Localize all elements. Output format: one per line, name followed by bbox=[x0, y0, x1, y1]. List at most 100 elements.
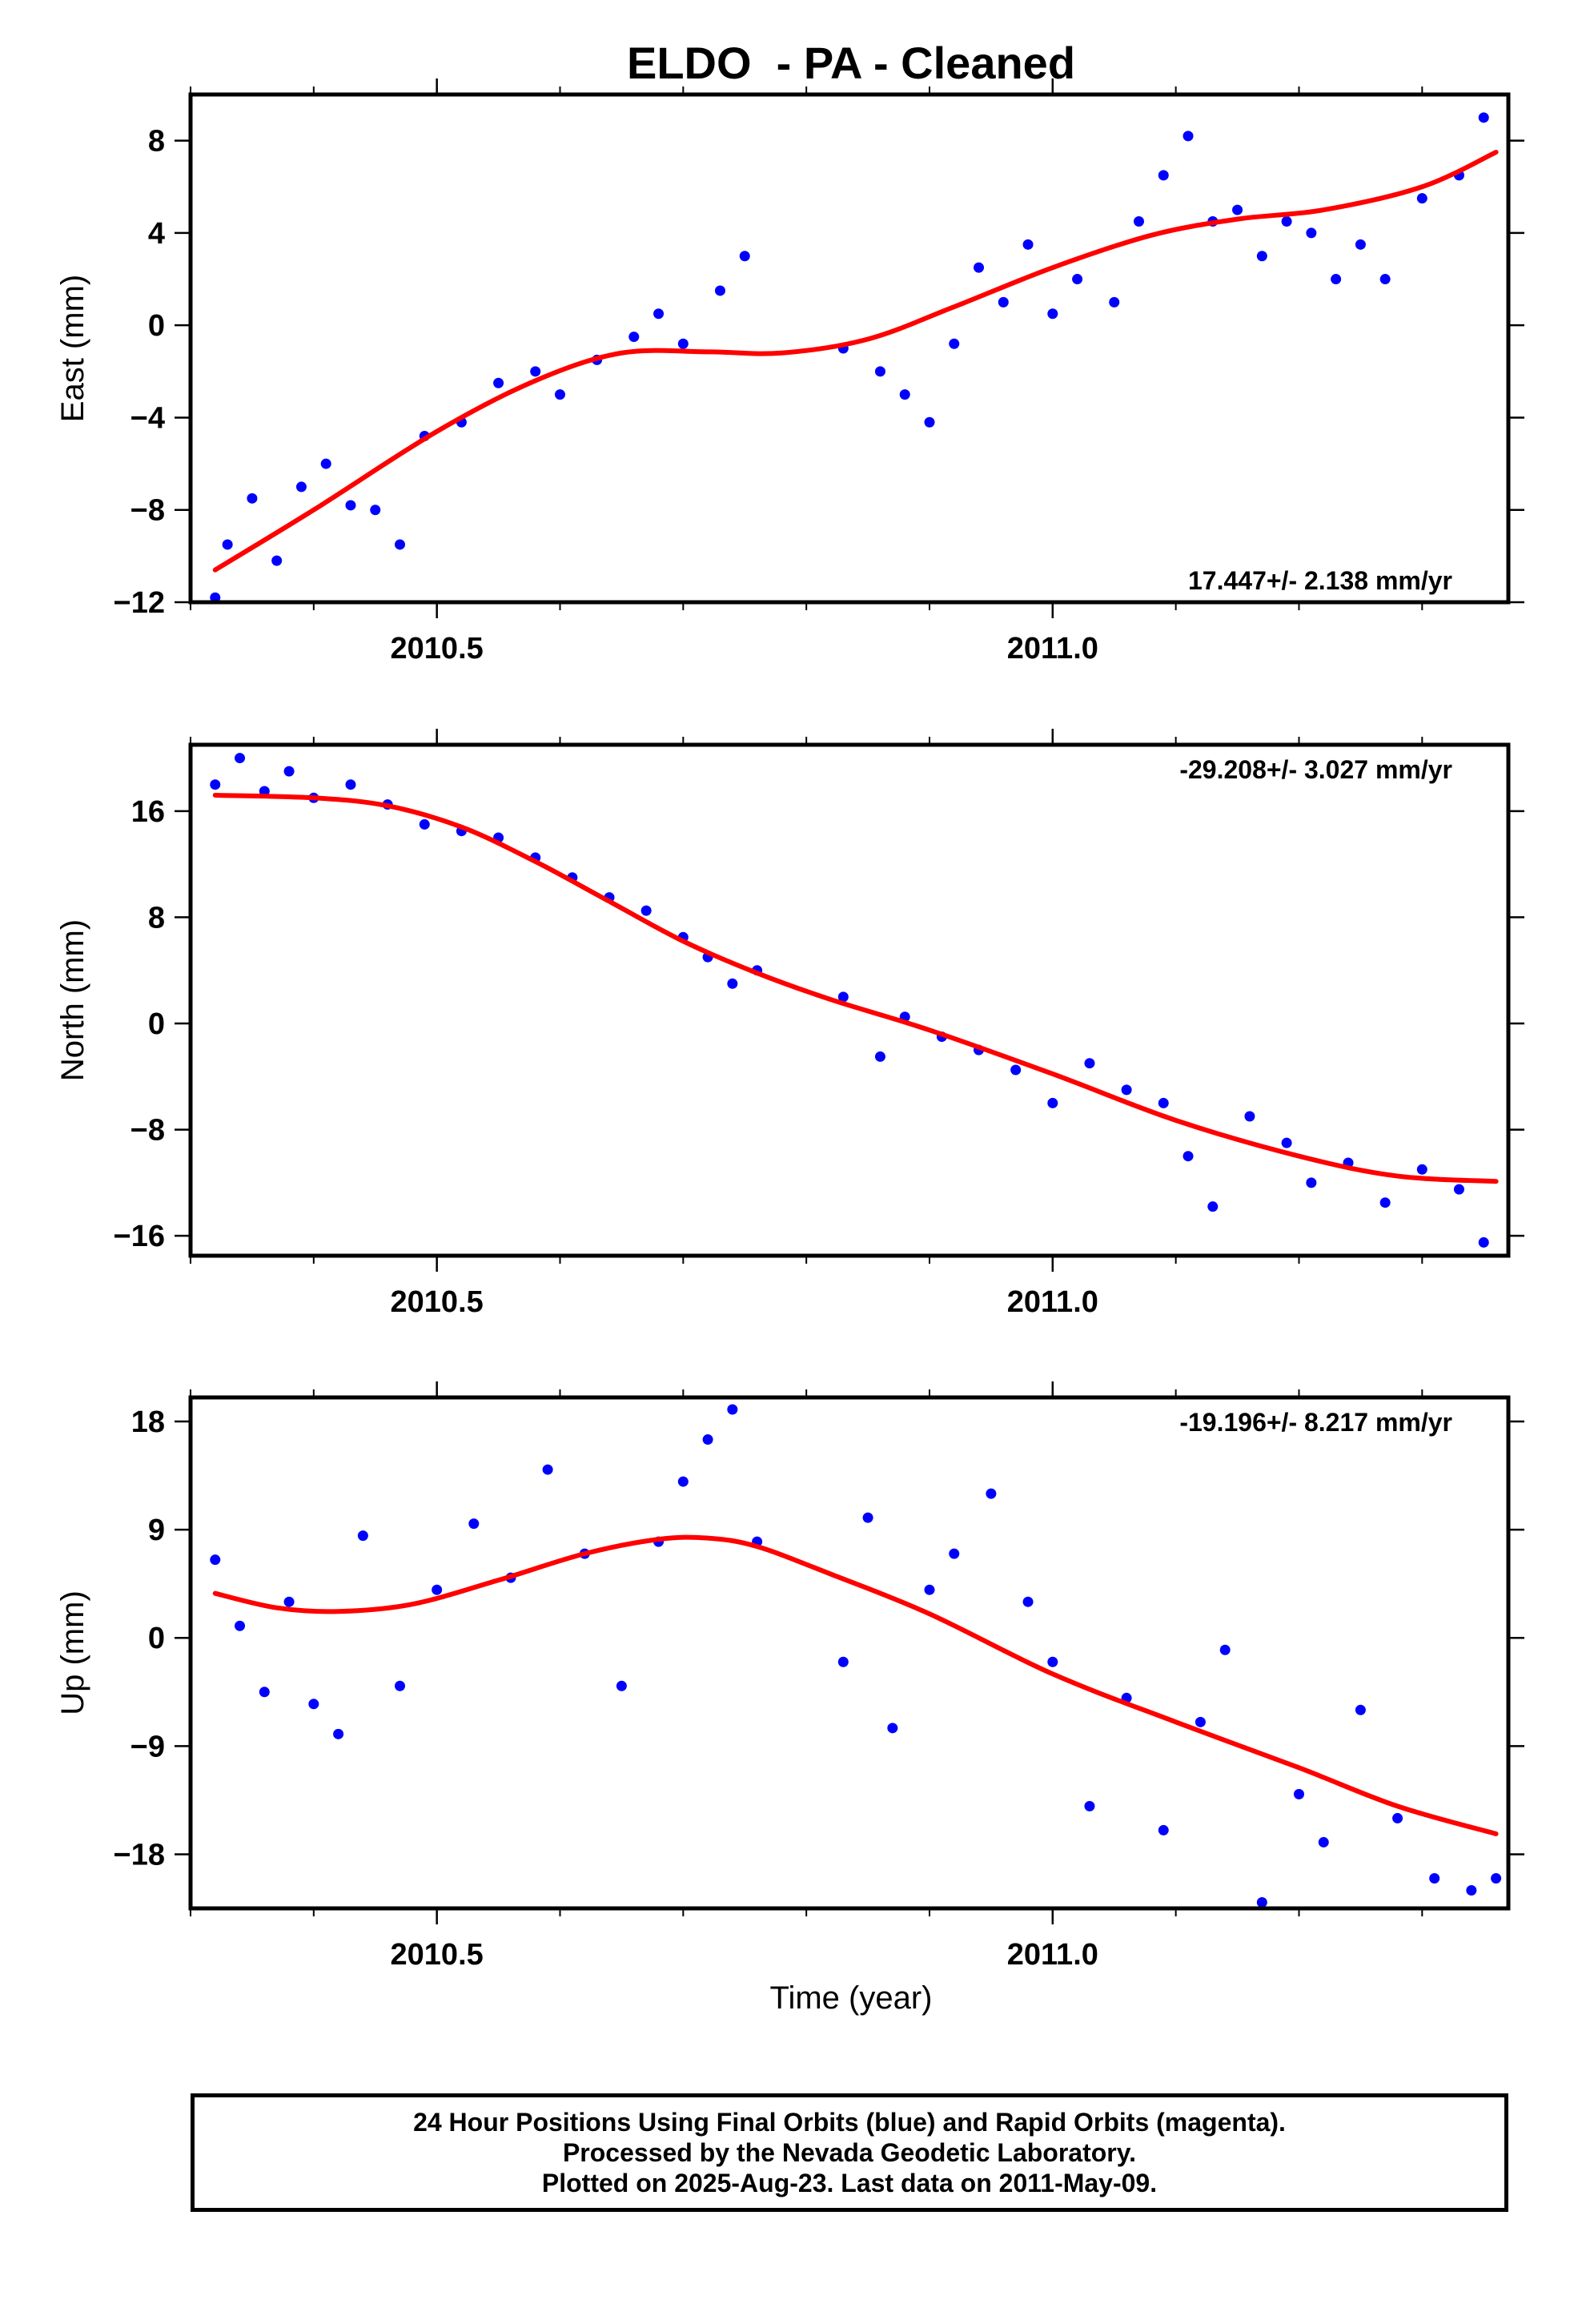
panel-2-data-point bbox=[283, 766, 295, 777]
panel-2-data-point bbox=[210, 779, 221, 790]
panel-2-data-point bbox=[727, 978, 738, 989]
panel-2-data-point bbox=[1158, 1097, 1169, 1108]
panel-1-data-point bbox=[295, 481, 307, 493]
panel-1-data-point bbox=[1331, 274, 1342, 285]
panel-1-y-tick-label: 0 bbox=[148, 309, 165, 343]
panel-1-data-point bbox=[1109, 296, 1120, 308]
panel-1-data-point bbox=[345, 500, 356, 511]
panel-1-data-point bbox=[493, 377, 504, 388]
panel-3-data-point bbox=[862, 1512, 873, 1523]
caption-line-2: Processed by the Nevada Geodetic Laborat… bbox=[562, 2138, 1137, 2167]
panel-1-y-tick-label: −8 bbox=[130, 494, 165, 528]
panel-2-data-point bbox=[1478, 1236, 1489, 1248]
panel-1-data-point bbox=[739, 251, 750, 262]
panel-1-data-point bbox=[370, 505, 381, 516]
panel-2-x-tick-label: 2011.0 bbox=[1007, 1285, 1098, 1319]
panel-3-data-point bbox=[283, 1596, 295, 1607]
figure-title: ELDO - PA - Cleaned bbox=[627, 38, 1075, 88]
panel-1-frame bbox=[188, 92, 1511, 605]
panel-1-data-point bbox=[1047, 308, 1058, 320]
panel-1-data-point bbox=[714, 285, 725, 296]
caption-line-1: 24 Hour Positions Using Final Orbits (bl… bbox=[413, 2108, 1286, 2137]
panel-3-data-point bbox=[1022, 1596, 1034, 1607]
caption-line-3: Plotted on 2025-Aug-23. Last data on 201… bbox=[541, 2169, 1158, 2197]
panel-2-data-point bbox=[235, 753, 246, 764]
panel-3-y-tick-label: 9 bbox=[148, 1514, 165, 1547]
panel-2-y-tick-label: 8 bbox=[148, 901, 165, 935]
panel-3-data-point bbox=[677, 1476, 689, 1487]
panel-3-data-point bbox=[235, 1620, 246, 1631]
panel-1-data-point bbox=[320, 458, 331, 469]
panel-3-data-point bbox=[1084, 1800, 1095, 1811]
panel-2-y-tick-label: 0 bbox=[148, 1007, 165, 1041]
panel-2-y-axis-label: North (mm) bbox=[55, 919, 90, 1081]
panel-3-data-point bbox=[1318, 1836, 1329, 1848]
panel-3-data-point bbox=[1392, 1812, 1403, 1823]
panel-1-data-point bbox=[1072, 274, 1083, 285]
panel-3-data-point bbox=[949, 1548, 960, 1559]
panel-1-data-point bbox=[899, 389, 910, 400]
panel-1-data-point bbox=[874, 366, 885, 377]
panel-3-data-point bbox=[727, 1404, 738, 1415]
panel-2-data-point bbox=[1121, 1084, 1132, 1096]
panel-1-data-point bbox=[530, 366, 541, 377]
panel-3-frame bbox=[188, 1395, 1511, 1911]
panel-1-y-tick-label: −4 bbox=[130, 401, 165, 435]
panel-2-data-point bbox=[1453, 1184, 1464, 1195]
panel-1-data-point bbox=[271, 555, 283, 566]
panel-2-data-point bbox=[1416, 1164, 1427, 1175]
panel-1-data-point bbox=[949, 338, 960, 349]
panel-1-data-point bbox=[1022, 239, 1034, 250]
panel-1-data-point bbox=[998, 296, 1009, 308]
panel-1-data-point bbox=[924, 416, 935, 428]
panel-2-data-point bbox=[1244, 1111, 1255, 1122]
panel-3-data-point bbox=[1195, 1716, 1206, 1727]
panel-3-data-point bbox=[986, 1488, 997, 1499]
panel-1-x-tick-label: 2011.0 bbox=[1007, 632, 1098, 665]
panel-1-data-point bbox=[1379, 274, 1391, 285]
panel-3-data-point bbox=[1219, 1644, 1231, 1655]
panel-2-x-tick-label: 2010.5 bbox=[391, 1285, 484, 1319]
panel-2-frame bbox=[188, 742, 1511, 1258]
panel-2-data-point bbox=[1207, 1201, 1219, 1212]
panel-3-x-tick-label: 2010.5 bbox=[391, 1938, 484, 1972]
panel-2-y-tick-label: −16 bbox=[114, 1220, 165, 1253]
panel-1-data-point bbox=[628, 332, 640, 343]
panel-2-rate-label: -29.208+/- 3.027 mm/yr bbox=[1179, 755, 1452, 784]
panel-1-data-point bbox=[1355, 239, 1366, 250]
panel-1-data-point bbox=[1158, 170, 1169, 181]
panel-3-data-point bbox=[333, 1728, 344, 1739]
panel-1-data-point bbox=[653, 308, 665, 320]
panel-3-data-point bbox=[357, 1530, 368, 1542]
panel-2-data-point bbox=[1084, 1058, 1095, 1069]
panel-1-data-point bbox=[395, 539, 406, 550]
panel-1-data-point bbox=[677, 338, 689, 349]
panel-2-y-tick-label: −8 bbox=[130, 1114, 165, 1148]
panel-3-data-point bbox=[432, 1584, 443, 1595]
panel-1-data-point bbox=[247, 493, 258, 504]
panel-2-data-point bbox=[1379, 1197, 1391, 1208]
panel-3-data-point bbox=[1293, 1788, 1304, 1799]
panel-3-data-point bbox=[468, 1518, 480, 1530]
panel-3-y-tick-label: 0 bbox=[148, 1622, 165, 1655]
panel-3-data-point bbox=[395, 1680, 406, 1691]
panel-1-data-point bbox=[222, 539, 233, 550]
panel-1-data-point bbox=[554, 389, 565, 400]
panel-3-data-point bbox=[702, 1434, 713, 1445]
panel-1-fit-curve bbox=[212, 150, 1499, 573]
panel-2-data-point bbox=[874, 1051, 885, 1062]
panel-2-data-point bbox=[1281, 1137, 1292, 1148]
panel-3-y-tick-label: −9 bbox=[130, 1730, 165, 1763]
panel-1-data-point bbox=[1281, 216, 1292, 227]
panel-2-data-point bbox=[1182, 1151, 1194, 1162]
panel-1-data-point bbox=[1134, 216, 1145, 227]
panel-3-y-tick-label: 18 bbox=[131, 1405, 165, 1439]
panel-2-data-point bbox=[345, 779, 356, 790]
panel-3-data-point bbox=[887, 1723, 898, 1734]
panel-1-y-tick-label: 8 bbox=[148, 125, 165, 159]
panel-3-data-point bbox=[1256, 1896, 1267, 1908]
panel-1-data-point bbox=[1306, 227, 1317, 239]
panel-2-data-point bbox=[1306, 1177, 1317, 1188]
panel-3-data-point bbox=[924, 1584, 935, 1595]
panel-3-rate-label: -19.196+/- 8.217 mm/yr bbox=[1179, 1408, 1452, 1437]
